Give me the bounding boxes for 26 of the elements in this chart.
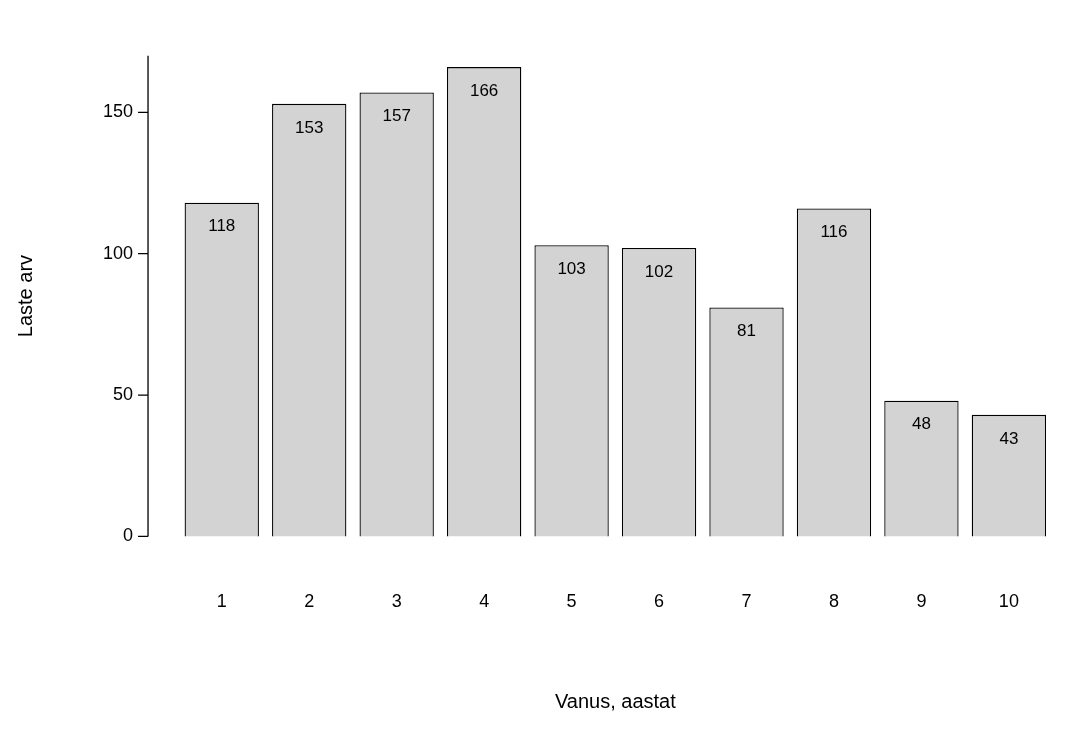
data-label: 102	[644, 261, 674, 281]
x-tick-label: 8	[828, 591, 839, 612]
x-tick-label: 6	[654, 591, 665, 612]
x-tick-label: 3	[391, 591, 402, 612]
x-tick-label: 4	[479, 591, 490, 612]
y-axis-title: Laste arv	[13, 254, 36, 338]
x-tick-label: 2	[304, 591, 315, 612]
x-tick-label: 9	[916, 591, 927, 612]
data-label: 48	[911, 414, 931, 434]
y-tick-label: 100	[102, 242, 134, 263]
data-label: 157	[382, 106, 411, 126]
x-tick-label: 10	[998, 591, 1019, 612]
x-tick-label: 7	[741, 591, 752, 612]
data-label: 153	[295, 117, 324, 137]
y-tick-label: 0	[123, 525, 134, 546]
x-tick-label: 5	[566, 591, 577, 612]
x-tick-label: 1	[216, 591, 227, 612]
data-label: 116	[820, 222, 848, 242]
data-label: 103	[557, 258, 586, 278]
data-label: 118	[208, 216, 236, 236]
y-tick-label: 150	[102, 101, 134, 122]
data-label: 43	[999, 428, 1019, 448]
y-tick-label: 50	[113, 384, 134, 405]
data-label: 166	[469, 80, 499, 100]
data-label: 81	[737, 321, 756, 341]
x-axis-title: Vanus, aastat	[554, 689, 677, 712]
